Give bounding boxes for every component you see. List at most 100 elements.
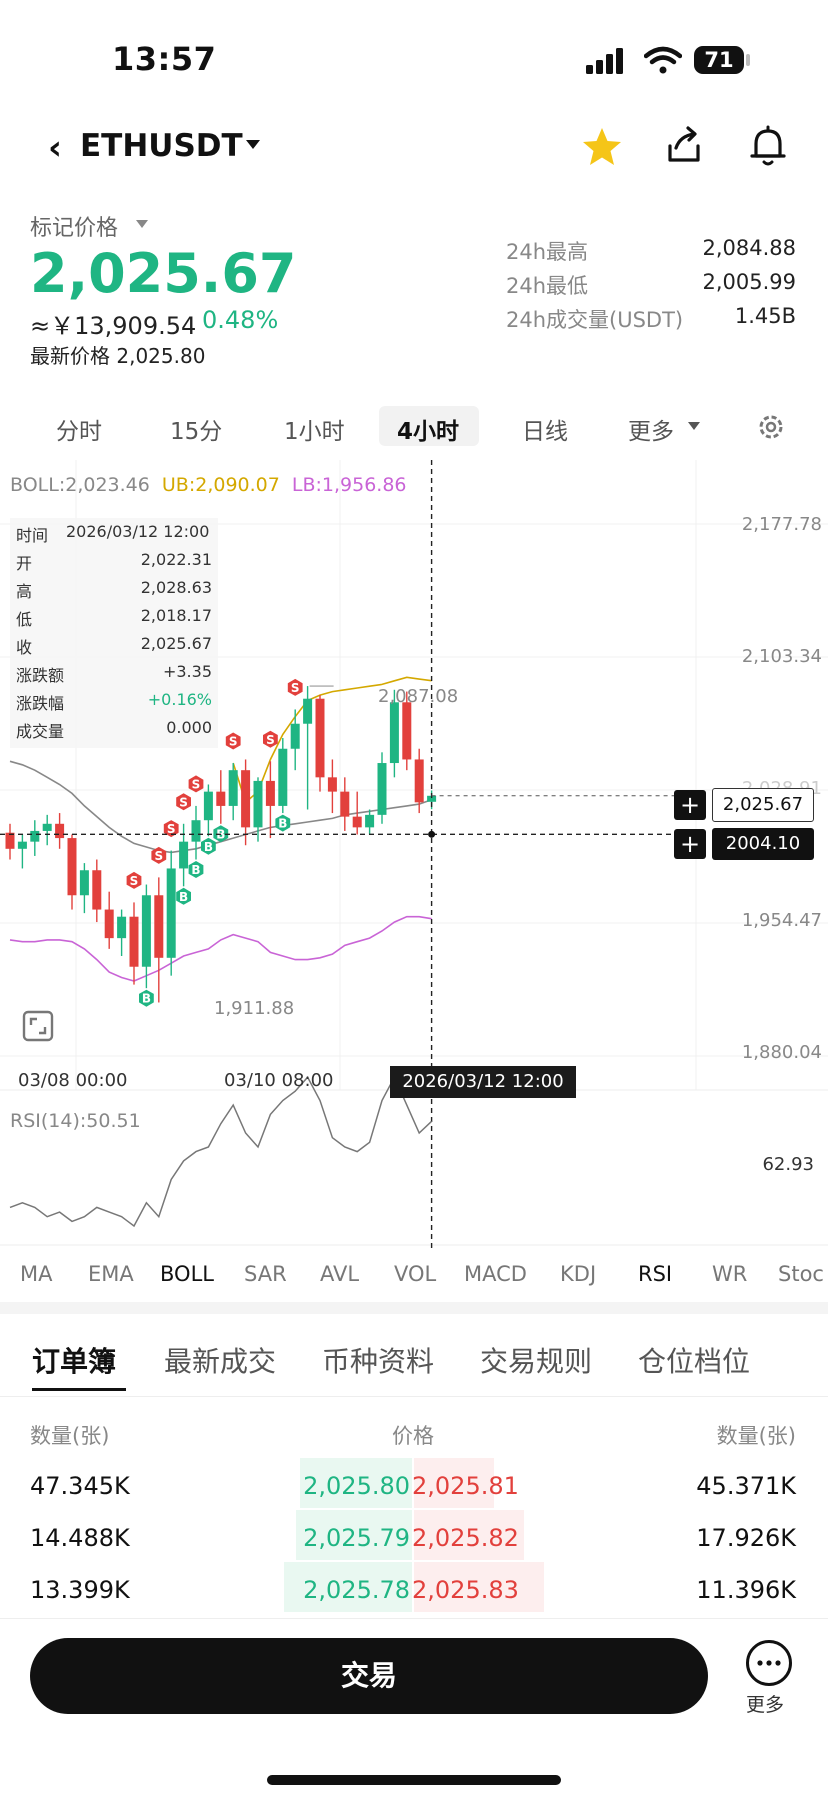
ask-qty: 17.926K (696, 1524, 796, 1552)
divider (0, 1618, 828, 1619)
candle-body (55, 823, 65, 839)
sell-marker-icon: S (225, 732, 241, 750)
sell-marker-icon: S (126, 871, 142, 889)
tab-15m[interactable]: 15分 (170, 419, 223, 445)
candle-body (42, 823, 52, 831)
back-icon[interactable]: ‹ (48, 128, 63, 168)
svg-text:B: B (191, 863, 200, 877)
boll-legend: BOLL:2,023.46 UB:2,090.07 LB:1,956.86 (10, 474, 407, 496)
tab-position-tiers[interactable]: 仓位档位 (638, 1345, 751, 1378)
tab-1d[interactable]: 日线 (522, 419, 568, 445)
candle-body (241, 770, 251, 828)
time-axis-label: 03/10 08:00 (224, 1070, 334, 1091)
svg-text:B: B (278, 817, 287, 831)
indicator-wr[interactable]: WR (712, 1262, 748, 1286)
symbol-selector[interactable]: ETHUSDT (80, 128, 243, 164)
ask-depth-bar (414, 1562, 544, 1612)
indicator-boll[interactable]: BOLL (160, 1262, 214, 1286)
status-time: 13:57 (112, 40, 217, 78)
bid-depth-bar (296, 1510, 412, 1560)
tab-trading-rules[interactable]: 交易规则 (480, 1345, 593, 1378)
candle-body (166, 868, 176, 958)
info-open-value: 2,022.31 (140, 550, 212, 569)
stat-low-label: 24h最低 (506, 274, 589, 298)
boll-upper-line (232, 676, 432, 804)
mark-price: 2,025.67 (30, 242, 297, 305)
orderbook-header-bid-qty: 数量(张) (30, 1424, 110, 1448)
chevron-down-icon[interactable] (246, 140, 260, 149)
candle-body (67, 838, 77, 896)
chevron-down-icon[interactable] (136, 220, 148, 228)
svg-text:B: B (179, 890, 188, 904)
tab-4h[interactable]: 4小时 (397, 419, 460, 445)
rsi-label: RSI(14):50.51 (10, 1110, 141, 1132)
candle-body (129, 916, 139, 967)
add-order-button[interactable]: + (674, 829, 706, 859)
info-close-value: 2,025.67 (140, 634, 212, 653)
section-divider (0, 1302, 828, 1314)
share-icon[interactable] (664, 124, 704, 168)
indicator-avl[interactable]: AVL (320, 1262, 360, 1286)
last-price-label: 最新价格 (30, 344, 110, 368)
tab-orderbook[interactable]: 订单簿 (32, 1345, 117, 1378)
settings-gear-icon[interactable] (756, 412, 786, 442)
candle-body (141, 895, 151, 967)
ask-price[interactable]: 2,025.81 (412, 1472, 519, 1500)
tab-timeshare[interactable]: 分时 (56, 419, 102, 445)
tab-1h[interactable]: 1小时 (284, 419, 345, 445)
home-indicator (267, 1775, 561, 1785)
indicator-ema[interactable]: EMA (88, 1262, 134, 1286)
candle-body (340, 791, 350, 817)
tab-underline (32, 1388, 126, 1391)
candle-body (104, 909, 114, 939)
star-icon[interactable] (580, 126, 624, 168)
more-icon[interactable] (746, 1640, 792, 1686)
bid-price[interactable]: 2,025.79 (303, 1524, 410, 1552)
buy-marker-icon: B (201, 837, 216, 855)
ask-depth-bar (414, 1458, 494, 1508)
tab-coin-info[interactable]: 币种资料 (322, 1345, 435, 1378)
price-axis-label: 1,954.47 (741, 910, 822, 931)
indicator-sar[interactable]: SAR (244, 1262, 287, 1286)
candle-body (303, 698, 313, 724)
info-high-value: 2,028.63 (140, 578, 212, 597)
bid-price[interactable]: 2,025.80 (303, 1472, 410, 1500)
sell-marker-icon: S (176, 793, 191, 811)
candle-body (191, 820, 201, 842)
indicator-macd[interactable]: MACD (464, 1262, 527, 1286)
fullscreen-icon[interactable] (22, 1010, 54, 1042)
tab-more[interactable]: 更多 (628, 419, 674, 445)
boll-lower-label: LB:1,956.86 (291, 474, 407, 496)
indicator-rsi[interactable]: RSI (638, 1262, 673, 1286)
chevron-down-icon[interactable] (688, 422, 700, 430)
sell-marker-icon: S (287, 678, 303, 696)
ask-qty: 11.396K (696, 1576, 796, 1604)
indicator-kdj[interactable]: KDJ (560, 1262, 597, 1286)
candle-body (427, 795, 437, 802)
ask-price[interactable]: 2,025.83 (412, 1576, 519, 1604)
candle-body (315, 698, 325, 778)
more-label[interactable]: 更多 (746, 1694, 785, 1716)
cellular-signal-icon (586, 48, 623, 74)
divider (0, 1396, 828, 1397)
info-open-key: 开 (16, 554, 33, 573)
candle-body (327, 777, 337, 792)
bid-price[interactable]: 2,025.78 (303, 1576, 410, 1604)
ask-price[interactable]: 2,025.82 (412, 1524, 519, 1552)
stat-volume-label: 24h成交量(USDT) (506, 308, 684, 332)
tab-latest-trades[interactable]: 最新成交 (164, 1345, 277, 1378)
indicator-stoch[interactable]: Stoc (778, 1262, 824, 1286)
buy-marker-icon: B (139, 989, 154, 1007)
stat-low-value: 2,005.99 (702, 270, 796, 294)
mark-price-label[interactable]: 标记价格 (30, 216, 119, 241)
rsi-axis-label: 62.93 (762, 1154, 814, 1175)
trade-button[interactable]: 交易 (30, 1638, 708, 1714)
bid-qty: 13.399K (30, 1576, 130, 1604)
add-alert-button[interactable]: + (674, 790, 706, 820)
orderbook-header-ask-qty: 数量(张) (716, 1424, 796, 1448)
crosshair-dot (428, 830, 436, 838)
bid-depth-bar (300, 1458, 412, 1508)
bell-icon[interactable] (748, 124, 788, 170)
indicator-ma[interactable]: MA (20, 1262, 53, 1286)
indicator-vol[interactable]: VOL (394, 1262, 437, 1286)
